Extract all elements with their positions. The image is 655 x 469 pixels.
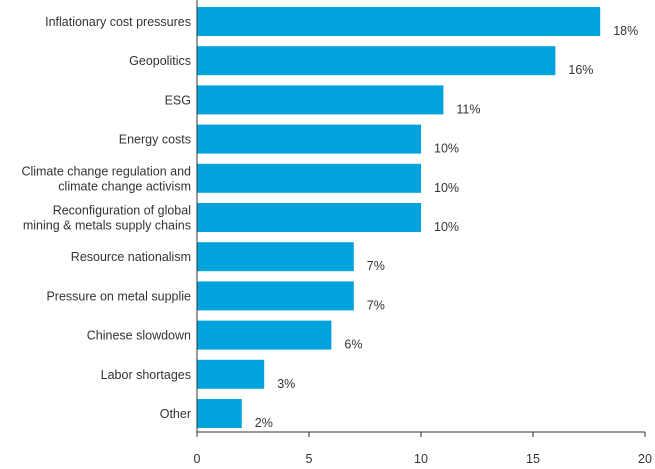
category-label: Inflationary cost pressures	[45, 15, 191, 29]
category-label: Other	[160, 407, 191, 421]
value-label: 11%	[456, 102, 480, 116]
x-tick-label: 10	[414, 452, 428, 466]
category-label: Resource nationalism	[71, 250, 191, 264]
value-label: 6%	[344, 338, 362, 352]
value-label: 7%	[367, 259, 385, 273]
bar	[197, 359, 265, 389]
category-label: Geopolitics	[129, 54, 191, 68]
bar	[197, 399, 242, 428]
value-label: 18%	[613, 24, 638, 38]
value-label: 10%	[434, 220, 459, 234]
x-ticks-group: 0 5 10 15 20	[194, 432, 652, 466]
category-label: Climate change regulation and climate cha…	[21, 164, 191, 193]
category-label: ESG	[165, 93, 191, 107]
x-tick-label: 5	[306, 452, 313, 466]
bar	[197, 320, 332, 350]
category-label: Reconfiguration of global mining & metals…	[23, 204, 191, 233]
value-label: 10%	[434, 181, 459, 195]
bar	[197, 203, 421, 232]
bar	[197, 242, 354, 272]
bar	[197, 281, 354, 311]
bar	[197, 46, 556, 76]
category-labels-group: Inflationary cost pressures Geopolitics ES…	[21, 15, 191, 421]
category-label: Chinese slowdown	[87, 329, 191, 343]
bars-group	[197, 7, 601, 428]
bar	[197, 163, 421, 193]
value-label: 2%	[255, 416, 273, 430]
x-tick-label: 20	[638, 452, 652, 466]
bar	[197, 85, 444, 115]
category-label: Pressure on metal supplie	[46, 289, 191, 303]
x-tick-label: 15	[526, 452, 540, 466]
value-label: 7%	[367, 298, 385, 312]
bar	[197, 124, 421, 154]
category-label: Labor shortages	[101, 368, 191, 382]
value-labels-group: 18% 16% 11% 10% 10% 10% 7% 7% 6% 3% 2%	[255, 24, 638, 430]
value-label: 3%	[277, 377, 295, 391]
value-label: 16%	[568, 63, 593, 77]
x-tick-label: 0	[194, 452, 201, 466]
value-label: 10%	[434, 142, 459, 156]
bar	[197, 7, 601, 36]
category-label: Energy costs	[119, 133, 191, 147]
